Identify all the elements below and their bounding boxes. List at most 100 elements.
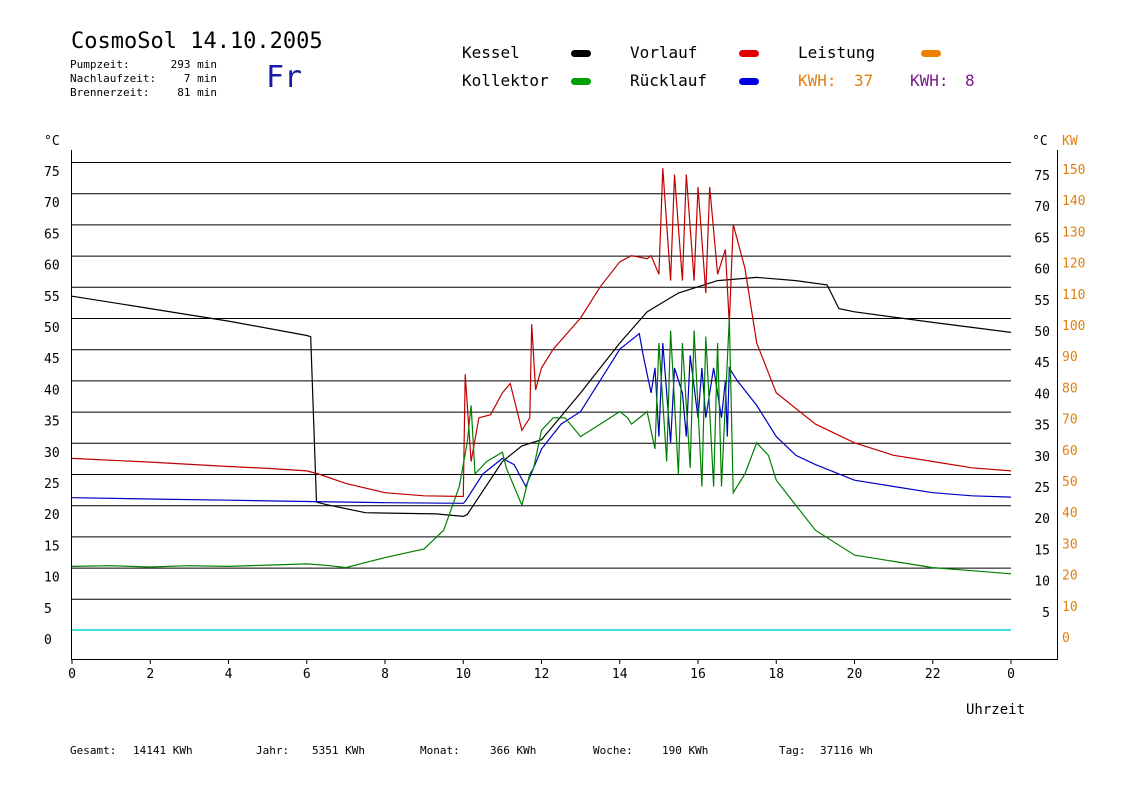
- series-line-vorlauf: [71, 168, 1012, 498]
- y-tick-left: 40: [44, 383, 60, 398]
- legend-vorlauf-label: Vorlauf: [630, 43, 698, 62]
- legend-kwh-solar-label: KWH:: [798, 71, 837, 90]
- burner-time-label: Brennerzeit:: [70, 86, 150, 99]
- y-tick-left: 65: [44, 227, 60, 242]
- y-tick-right-celsius: 25: [1034, 481, 1050, 496]
- y-tick-right-kw: 90: [1062, 350, 1078, 365]
- y-tick-left: 20: [44, 508, 60, 523]
- legend-vorlauf-swatch: [739, 50, 759, 57]
- legend-leistung-label: Leistung: [798, 43, 876, 62]
- y-tick-left: 45: [44, 352, 60, 367]
- x-tick-label: 16: [690, 667, 706, 682]
- y-tick-left: 10: [44, 571, 60, 586]
- y-tick-right-kw: 30: [1062, 537, 1078, 552]
- y-tick-left: 35: [44, 415, 60, 430]
- x-tick-label: 0: [1007, 667, 1015, 682]
- after-run-label: Nachlaufzeit:: [70, 72, 157, 85]
- y-axis-unit-kw: KW: [1062, 134, 1078, 149]
- y-tick-right-celsius: 5: [1042, 606, 1050, 621]
- x-tick-label: 18: [768, 667, 784, 682]
- year-value: 5351 KWh: [312, 744, 365, 757]
- y-tick-right-kw: 70: [1062, 413, 1078, 428]
- y-tick-right-celsius: 30: [1034, 450, 1050, 465]
- y-tick-right-celsius: 20: [1034, 512, 1050, 527]
- y-tick-right-kw: 110: [1062, 288, 1085, 303]
- y-tick-right-kw: 130: [1062, 225, 1085, 240]
- y-tick-right-celsius: 70: [1034, 200, 1050, 215]
- after-run-value: 7 min: [183, 72, 217, 85]
- x-tick-label: 4: [225, 667, 233, 682]
- x-tick-label: 14: [612, 667, 628, 682]
- y-tick-right-celsius: 65: [1034, 231, 1050, 246]
- y-tick-right-celsius: 10: [1034, 575, 1050, 590]
- y-tick-right-kw: 40: [1062, 506, 1078, 521]
- x-tick-label: 10: [455, 667, 471, 682]
- legend-kollektor-swatch: [571, 78, 591, 85]
- weekday-label: Fr: [266, 60, 303, 95]
- y-tick-left: 55: [44, 290, 60, 305]
- series-line-rcklauf: [71, 332, 1012, 504]
- y-tick-right-celsius: 15: [1034, 543, 1050, 558]
- legend-ruecklauf-swatch: [739, 78, 759, 85]
- y-tick-right-kw: 120: [1062, 257, 1085, 272]
- legend-kessel-swatch: [571, 50, 591, 57]
- y-tick-right-celsius: 45: [1034, 356, 1050, 371]
- y-tick-right-kw: 100: [1062, 319, 1085, 334]
- x-tick-label: 2: [146, 667, 154, 682]
- y-tick-right-kw: 60: [1062, 444, 1078, 459]
- x-tick-label: 0: [68, 667, 76, 682]
- y-tick-left: 75: [44, 165, 60, 180]
- legend-kwh-burner-value: 8: [965, 71, 975, 90]
- y-tick-right-kw: 0: [1062, 631, 1070, 646]
- x-tick-label: 8: [381, 667, 389, 682]
- y-tick-left: 0: [44, 633, 52, 648]
- y-tick-right-celsius: 35: [1034, 419, 1050, 434]
- y-tick-right-celsius: 55: [1034, 294, 1050, 309]
- legend-kwh-burner-label: KWH:: [910, 71, 949, 90]
- x-tick-label: 20: [847, 667, 863, 682]
- pump-time-label: Pumpzeit:: [70, 58, 130, 71]
- y-tick-right-kw: 80: [1062, 381, 1078, 396]
- x-tick-label: 22: [925, 667, 941, 682]
- year-label: Jahr:: [256, 744, 290, 757]
- y-tick-left: 25: [44, 477, 60, 492]
- month-label: Monat:: [420, 744, 460, 757]
- y-tick-right-celsius: 50: [1034, 325, 1050, 340]
- week-value: 190 KWh: [662, 744, 709, 757]
- legend-kwh-solar-value: 37: [854, 71, 874, 90]
- y-tick-left: 15: [44, 539, 60, 554]
- chart-title: CosmoSol 14.10.2005: [71, 29, 323, 54]
- week-label: Woche:: [593, 744, 633, 757]
- y-tick-left: 30: [44, 446, 60, 461]
- y-tick-right-celsius: 40: [1034, 387, 1050, 402]
- x-axis-label: Uhrzeit: [966, 702, 1026, 718]
- y-tick-right-celsius: 60: [1034, 263, 1050, 278]
- x-tick-label: 6: [303, 667, 311, 682]
- y-axis-unit-right: °C: [1032, 134, 1048, 149]
- y-tick-right-celsius: 75: [1034, 169, 1050, 184]
- legend-kessel-label: Kessel: [462, 43, 520, 62]
- x-tick-label: 12: [534, 667, 550, 682]
- legend-ruecklauf-label: Rücklauf: [630, 71, 708, 90]
- series-line-kollektor: [71, 317, 1012, 575]
- total-value: 14141 KWh: [133, 744, 193, 757]
- legend-leistung-swatch: [921, 50, 941, 57]
- y-tick-left: 70: [44, 196, 60, 211]
- y-tick-right-kw: 50: [1062, 475, 1078, 490]
- y-tick-left: 5: [44, 602, 52, 617]
- legend-kollektor-label: Kollektor: [462, 71, 549, 90]
- day-label: Tag:: [779, 744, 806, 757]
- y-tick-right-kw: 20: [1062, 569, 1078, 584]
- total-label: Gesamt:: [70, 744, 117, 757]
- pump-time-value: 293 min: [170, 58, 217, 71]
- burner-time-value: 81 min: [177, 86, 217, 99]
- y-tick-right-kw: 150: [1062, 163, 1085, 178]
- y-tick-right-kw: 10: [1062, 600, 1078, 615]
- day-value: 37116 Wh: [820, 744, 873, 757]
- y-tick-left: 60: [44, 259, 60, 274]
- y-tick-left: 50: [44, 321, 60, 336]
- series-line-kessel: [71, 276, 1012, 518]
- y-axis-unit-left: °C: [44, 134, 60, 149]
- y-tick-right-kw: 140: [1062, 194, 1085, 209]
